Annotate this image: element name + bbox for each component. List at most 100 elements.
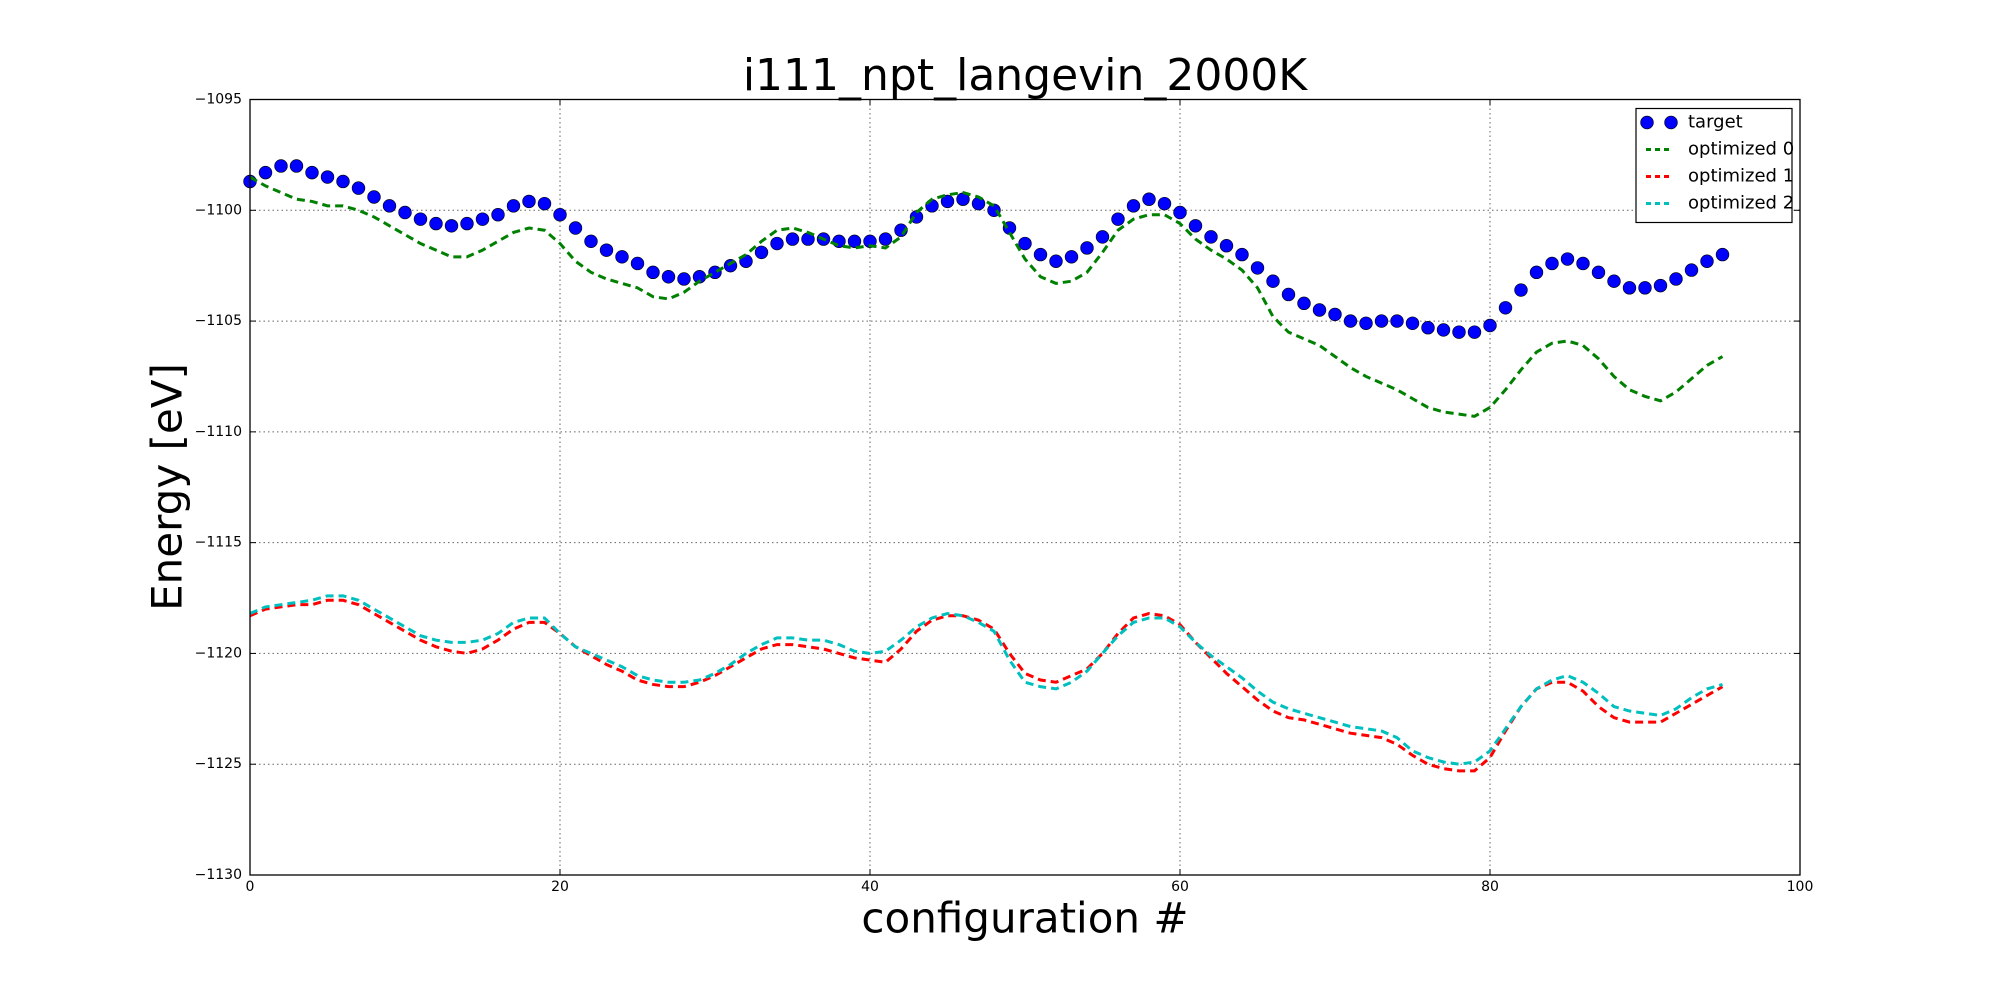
x-tick-label: 100 bbox=[1787, 879, 1814, 895]
data-point bbox=[1219, 239, 1234, 253]
data-point bbox=[1142, 192, 1156, 206]
data-point bbox=[1452, 325, 1466, 339]
data-point bbox=[553, 208, 567, 222]
data-point bbox=[336, 174, 350, 189]
data-point bbox=[630, 256, 645, 271]
legend-label: optimized 1 bbox=[1688, 166, 1794, 187]
legend-label: optimized 2 bbox=[1688, 193, 1794, 214]
data-point bbox=[1126, 199, 1141, 213]
y-tick-label: −1110 bbox=[195, 424, 242, 440]
data-point bbox=[1328, 307, 1342, 322]
data-point bbox=[971, 196, 986, 211]
data-point bbox=[1157, 196, 1172, 211]
data-point bbox=[1188, 219, 1203, 233]
data-point bbox=[1297, 296, 1311, 311]
data-point bbox=[351, 181, 366, 195]
data-point bbox=[1669, 272, 1683, 286]
data-point bbox=[1111, 212, 1125, 226]
legend-label: target bbox=[1688, 112, 1743, 133]
y-tick-label: −1130 bbox=[195, 867, 242, 883]
data-point bbox=[1049, 254, 1063, 268]
data-point bbox=[1204, 230, 1218, 244]
data-point bbox=[1064, 250, 1079, 264]
data-point bbox=[1514, 283, 1528, 297]
data-point bbox=[1653, 278, 1668, 293]
chart-title: i111_npt_langevin_2000K bbox=[743, 50, 1308, 101]
data-point bbox=[1467, 325, 1482, 339]
data-point bbox=[1560, 252, 1575, 266]
data-point bbox=[847, 234, 862, 249]
data-point bbox=[1250, 261, 1265, 275]
data-point bbox=[615, 250, 629, 264]
data-point bbox=[1638, 281, 1652, 295]
data-point bbox=[1374, 314, 1389, 328]
data-point bbox=[1281, 287, 1296, 302]
data-point bbox=[677, 272, 691, 286]
data-point bbox=[305, 165, 319, 180]
data-point bbox=[1266, 274, 1280, 288]
data-point bbox=[413, 212, 428, 226]
plot-frame bbox=[249, 98, 1801, 876]
data-point bbox=[754, 245, 769, 260]
data-point bbox=[475, 212, 490, 226]
data-point bbox=[382, 199, 397, 213]
data-point bbox=[1715, 247, 1730, 262]
y-tick-label: −1100 bbox=[195, 202, 242, 218]
data-point bbox=[1359, 316, 1373, 330]
x-tick-label: 0 bbox=[246, 879, 255, 895]
data-point bbox=[599, 243, 614, 257]
data-point bbox=[646, 265, 660, 280]
legend-box bbox=[1635, 107, 1793, 224]
data-point bbox=[1173, 205, 1187, 220]
data-point bbox=[1343, 314, 1358, 328]
data-point bbox=[429, 216, 443, 231]
data-point bbox=[1529, 265, 1544, 280]
data-point bbox=[506, 199, 521, 213]
legend: target optimized 0 optimized 1 optimized 2 bbox=[1635, 107, 1794, 224]
data-point bbox=[1591, 265, 1606, 280]
data-point bbox=[1436, 323, 1451, 337]
data-point bbox=[258, 165, 273, 180]
data-point bbox=[723, 258, 738, 273]
data-point bbox=[398, 205, 412, 220]
x-tick-label: 20 bbox=[551, 879, 569, 895]
y-tick-label: −1120 bbox=[195, 645, 242, 661]
series-line bbox=[249, 594, 1723, 766]
data-point bbox=[1576, 256, 1590, 271]
data-point bbox=[1018, 236, 1032, 251]
legend-swatch bbox=[1664, 115, 1678, 130]
data-point bbox=[460, 216, 474, 231]
data-point bbox=[1700, 254, 1714, 268]
legend-swatch bbox=[1640, 115, 1654, 130]
data-point bbox=[320, 170, 335, 184]
y-tick-label: −1105 bbox=[195, 313, 242, 329]
data-point bbox=[1033, 247, 1048, 262]
data-point bbox=[1080, 241, 1094, 255]
data-point bbox=[1545, 256, 1559, 271]
y-axis-label: Energy [eV] bbox=[143, 363, 192, 611]
y-tick-label: −1115 bbox=[195, 535, 242, 551]
data-point bbox=[491, 208, 505, 222]
data-point bbox=[568, 221, 583, 235]
data-point bbox=[708, 265, 722, 280]
data-point bbox=[1498, 301, 1513, 315]
y-tick-label: −1125 bbox=[195, 756, 242, 772]
data-point bbox=[1312, 303, 1327, 317]
x-tick-label: 40 bbox=[861, 879, 879, 895]
data-point bbox=[878, 232, 893, 246]
data-point bbox=[537, 196, 552, 211]
data-point bbox=[522, 194, 536, 209]
data-point bbox=[940, 194, 955, 209]
x-tick-label: 60 bbox=[1171, 879, 1189, 895]
data-point bbox=[1483, 318, 1497, 333]
data-point bbox=[1405, 316, 1420, 330]
data-point bbox=[863, 234, 877, 249]
legend-label: optimized 0 bbox=[1688, 139, 1794, 160]
data-point bbox=[584, 234, 598, 249]
data-point bbox=[367, 190, 381, 204]
y-tick-label: −1095 bbox=[195, 92, 242, 108]
data-point bbox=[1684, 263, 1699, 277]
data-point bbox=[785, 232, 800, 246]
data-point bbox=[1607, 274, 1621, 288]
